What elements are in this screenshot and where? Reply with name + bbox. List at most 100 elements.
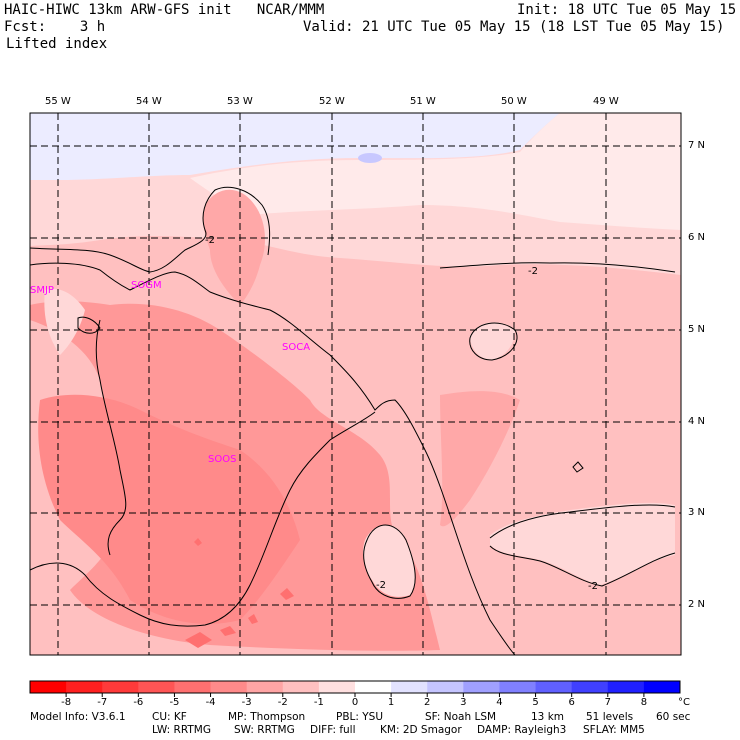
grid-spacing: 13 km [531, 711, 565, 723]
colorbar-swatch [607, 681, 645, 693]
colorbar-swatch [174, 681, 212, 693]
station-soca: SOCA [282, 342, 310, 353]
map-frame [29, 112, 682, 656]
lon-label: 54 W [136, 96, 162, 107]
contour-north [29, 186, 271, 273]
colorbar-tick-label: 7 [605, 697, 611, 708]
diffusion-setting: DIFF: full [310, 724, 356, 736]
colorbar-swatch [30, 681, 67, 693]
km-setting: KM: 2D Smagor [380, 724, 462, 736]
vertical-levels: 51 levels [586, 711, 634, 723]
contour-lines [29, 186, 676, 599]
lat-label: 7 N [688, 140, 706, 151]
colorbar-tick-label: -6 [133, 697, 143, 708]
station-sogm: SOGM [131, 280, 162, 291]
field-pocket-3 [470, 322, 515, 360]
lon-label: 55 W [45, 96, 71, 107]
microphysics-scheme: MP: Thompson [228, 711, 306, 723]
colorbar-tick-label: -1 [314, 697, 324, 708]
field-core-east [440, 391, 520, 527]
contour-southeast [489, 504, 676, 587]
contour-east-loop [469, 322, 518, 361]
contour-south-loop [363, 524, 416, 599]
colorbar-tick-label: 1 [388, 697, 394, 708]
field-pocket-positive [358, 153, 382, 163]
field-pocket-4 [44, 288, 85, 355]
lat-lon-grid [30, 113, 681, 655]
colorbar-swatch [210, 681, 248, 693]
colorbar-tick-label: -8 [61, 697, 71, 708]
field-dot-1 [185, 632, 212, 648]
contour-label: -2 [528, 266, 538, 277]
border-suriname-guyane [29, 411, 376, 627]
colorbar-tick-label: -2 [278, 697, 288, 708]
coastline [29, 262, 516, 656]
colorbar-tick-label: 8 [641, 697, 647, 708]
colorbar-tick-label: 2 [424, 697, 430, 708]
lon-label: 53 W [227, 96, 253, 107]
lon-label: 51 W [410, 96, 436, 107]
colorbar-tick-label: -3 [242, 697, 252, 708]
lat-label: 6 N [688, 232, 706, 243]
field-pocket-2 [490, 502, 675, 585]
longwave-scheme: LW: RRTMG [152, 724, 211, 736]
valid-time: Valid: 21 UTC Tue 05 May 15 (18 LST Tue … [303, 19, 725, 35]
colorbar-swatch [282, 681, 320, 693]
colorbar-swatch [66, 681, 103, 693]
colorbar-tick-label: 0 [352, 697, 358, 708]
surface-scheme: SF: Noah LSM [425, 711, 497, 723]
field-core-inner [38, 394, 301, 624]
border-guyana-suriname [95, 319, 127, 556]
contour-label: -2 [588, 581, 598, 592]
colorbar-tick-label: -5 [169, 697, 179, 708]
colorbar-swatch [643, 681, 681, 693]
lon-label: 50 W [501, 96, 527, 107]
colorbar-tick-label: -7 [97, 697, 107, 708]
field-pocket-1 [362, 525, 416, 597]
colorbar-tick-label: -4 [206, 697, 216, 708]
field-dot-4 [248, 614, 258, 624]
colorbar-swatch [391, 681, 428, 693]
coastline-borders [29, 262, 516, 656]
time-step: 60 sec [656, 711, 691, 723]
contour-east [439, 262, 676, 273]
lat-label: 3 N [688, 507, 706, 518]
forecast-hour: Fcst: 3 h [4, 19, 106, 35]
lon-label: 49 W [593, 96, 619, 107]
lat-label: 2 N [688, 599, 706, 610]
island-outline [77, 316, 101, 334]
station-soos: SOOS [208, 454, 236, 465]
colorbar: -8 -7 -6 -5 -4 -3 -2 -1 0 1 2 3 4 5 6 7 8 °C [29, 680, 690, 708]
pbl-scheme: PBL: YSU [336, 711, 384, 723]
contour-label: -2 [205, 235, 215, 246]
shortwave-scheme: SW: RRTMG [234, 724, 295, 736]
colorbar-swatch [355, 681, 392, 693]
field-core-north [202, 189, 265, 305]
colorbar-swatch [499, 681, 537, 693]
damping-setting: DAMP: Rayleigh3 [477, 724, 567, 736]
colorbar-tick-label: 4 [496, 697, 502, 708]
init-time: Init: 18 UTC Tue 05 May 15 [517, 2, 737, 18]
colorbar-swatch [318, 681, 356, 693]
colorbar-swatch [571, 681, 609, 693]
contour-label: -2 [376, 580, 386, 591]
colorbar-unit: °C [678, 697, 690, 708]
field-band-0to1 [190, 113, 681, 230]
colorbar-tick-label: 3 [460, 697, 466, 708]
model-title: HAIC-HIWC 13km ARW-GFS init NCAR/MMM [4, 2, 325, 18]
field-dot-3 [280, 588, 294, 600]
colorbar-tick-label: 5 [532, 697, 538, 708]
colorbar-swatch [427, 681, 464, 693]
lat-label: 5 N [688, 324, 706, 335]
colorbar-swatch [463, 681, 500, 693]
contour-smallloop [572, 461, 584, 473]
station-smjp: SMJP [30, 285, 54, 296]
colorbar-swatch [246, 681, 284, 693]
cumulus-scheme: CU: KF [152, 711, 187, 723]
colorbar-swatch [138, 681, 175, 693]
model-info: Model Info: V3.6.1 [30, 711, 126, 723]
colorbar-tick-label: 6 [568, 697, 574, 708]
field-dot-2 [220, 626, 236, 636]
colorbar-swatch [535, 681, 573, 693]
